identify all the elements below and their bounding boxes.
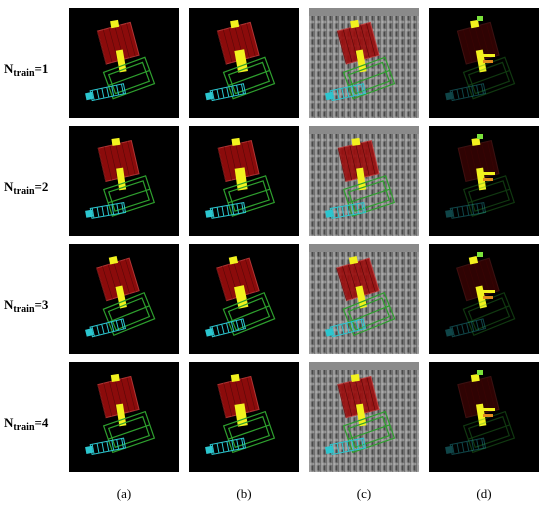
image-panel-r2-c1 — [69, 126, 179, 236]
image-panel-r3-c2 — [189, 244, 299, 354]
row-label-1: Ntrain=1 — [4, 61, 49, 79]
image-panel-r1-c3 — [309, 8, 419, 118]
row-label-3: Ntrain=3 — [4, 297, 49, 315]
row-label-4: Ntrain=4 — [4, 415, 49, 433]
column-label-c: (c) — [356, 486, 372, 501]
column-label-b: (b) — [236, 486, 252, 501]
image-panel-r3-c4 — [429, 244, 539, 354]
image-panel-r2-c3 — [309, 126, 419, 236]
image-panel-r4-c2 — [189, 362, 299, 472]
row-label-2: Ntrain=2 — [4, 179, 49, 197]
column-label-a: (a) — [116, 486, 132, 501]
image-panel-r4-c1 — [69, 362, 179, 472]
column-label-d: (d) — [476, 486, 492, 501]
image-panel-r1-c4 — [429, 8, 539, 118]
image-panel-r3-c3 — [309, 244, 419, 354]
image-panel-r1-c1 — [69, 8, 179, 118]
image-panel-r2-c2 — [189, 126, 299, 236]
image-panel-r1-c2 — [189, 8, 299, 118]
image-panel-r4-c4 — [429, 362, 539, 472]
image-panel-r3-c1 — [69, 244, 179, 354]
image-panel-r4-c3 — [309, 362, 419, 472]
image-panel-r2-c4 — [429, 126, 539, 236]
